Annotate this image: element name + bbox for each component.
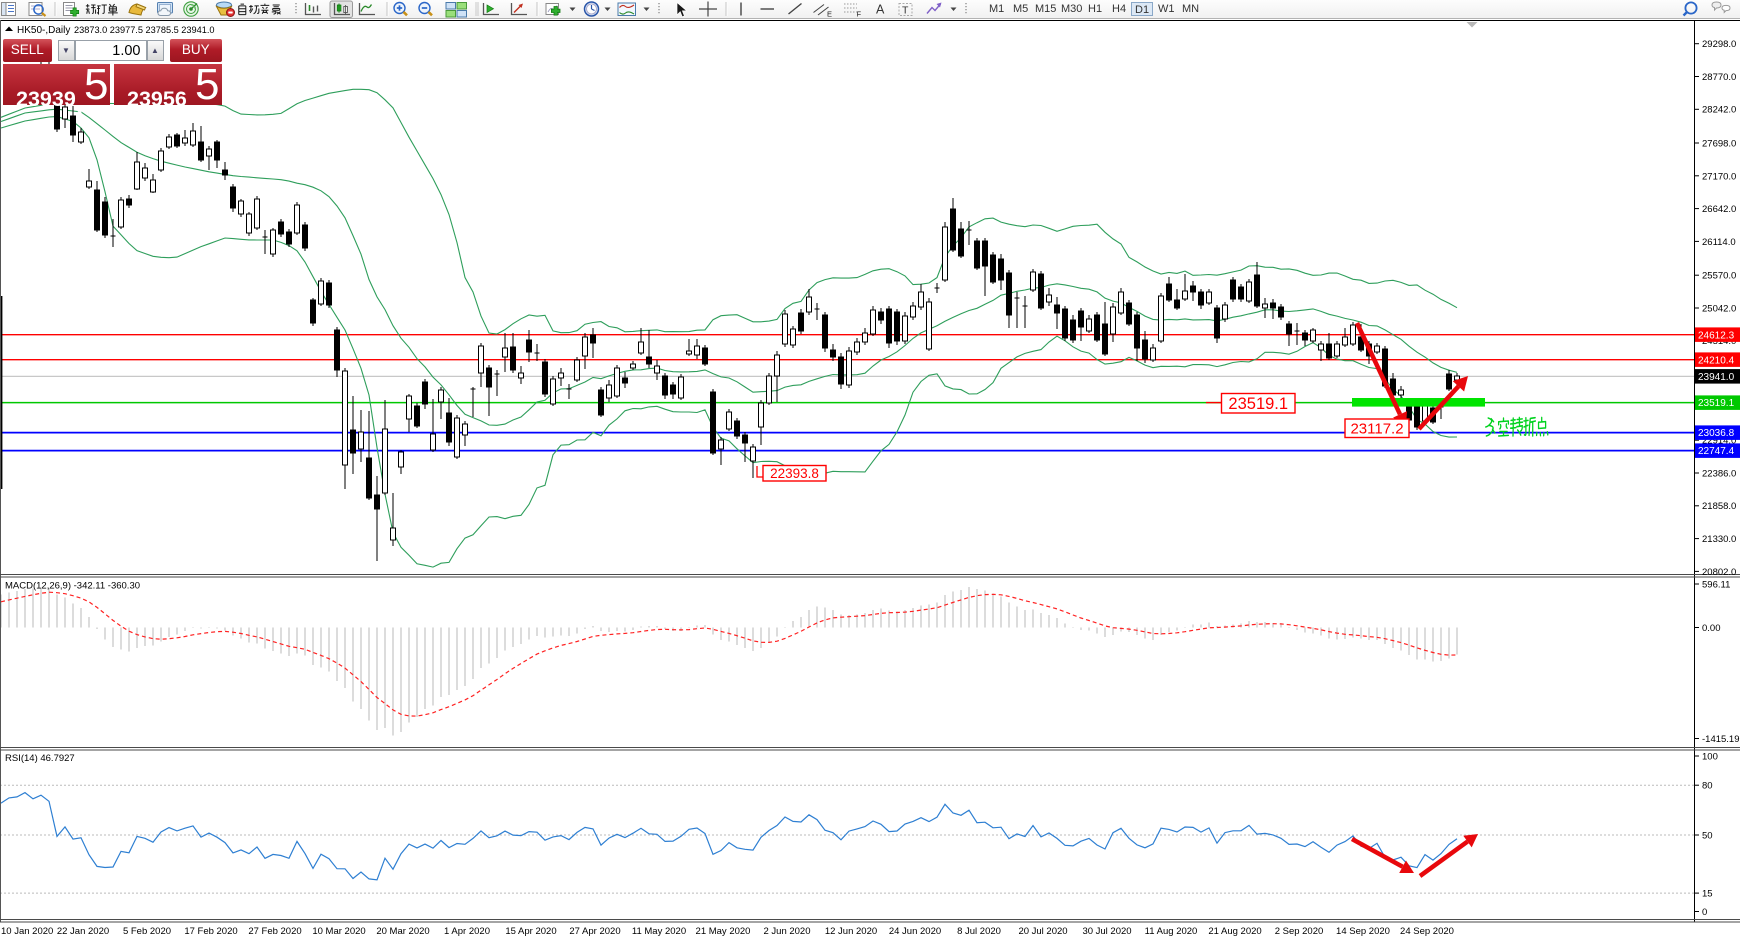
svg-text:24612.3: 24612.3 [1698,330,1735,341]
svg-text:10 Jan 2020: 10 Jan 2020 [1,926,53,937]
svg-text:T: T [902,5,909,17]
svg-text:21 Aug 2020: 21 Aug 2020 [1208,926,1261,937]
svg-text:RSI(14) 46.7927: RSI(14) 46.7927 [5,753,75,764]
svg-text:29298.0: 29298.0 [1702,39,1736,50]
svg-text:20 Jul 2020: 20 Jul 2020 [1018,926,1067,937]
svg-text:22 Jan 2020: 22 Jan 2020 [57,926,109,937]
svg-text:5 Feb 2020: 5 Feb 2020 [123,926,171,937]
svg-text:11 Aug 2020: 11 Aug 2020 [1145,926,1198,937]
svg-text:-1415.19: -1415.19 [1702,734,1740,745]
svg-text:23117.2: 23117.2 [1350,421,1403,438]
svg-text:21330.0: 21330.0 [1702,534,1736,545]
svg-text:24 Sep 2020: 24 Sep 2020 [1400,926,1454,937]
svg-text:50: 50 [1702,830,1713,841]
svg-text:0.00: 0.00 [1702,623,1721,634]
svg-text:22386.0: 22386.0 [1702,468,1736,479]
svg-text:100: 100 [1702,751,1718,762]
svg-text:23519.1: 23519.1 [1228,395,1288,413]
svg-text:23519.1: 23519.1 [1698,398,1735,409]
svg-text:2 Jun 2020: 2 Jun 2020 [763,926,810,937]
svg-text:28770.0: 28770.0 [1702,72,1736,83]
svg-text:27698.0: 27698.0 [1702,139,1736,150]
svg-text:30 Jul 2020: 30 Jul 2020 [1082,926,1131,937]
svg-text:22914.0: 22914.0 [1702,436,1736,447]
svg-text:HK50-,Daily: HK50-,Daily [17,25,70,36]
svg-text:A: A [876,3,885,17]
svg-text:15: 15 [1702,889,1713,900]
svg-text:27 Feb 2020: 27 Feb 2020 [248,926,301,937]
svg-text:27 Apr 2020: 27 Apr 2020 [569,926,620,937]
svg-text:25042.0: 25042.0 [1702,303,1736,314]
svg-text:1 Apr 2020: 1 Apr 2020 [444,926,490,937]
svg-text:14 Sep 2020: 14 Sep 2020 [1336,926,1390,937]
svg-text:22747.4: 22747.4 [1698,446,1735,457]
svg-text:10 Mar 2020: 10 Mar 2020 [312,926,365,937]
svg-text:F: F [857,10,862,19]
svg-text:11 May 2020: 11 May 2020 [632,926,686,937]
svg-text:27170.0: 27170.0 [1702,171,1736,182]
svg-text:26114.0: 26114.0 [1702,237,1736,248]
svg-text:596.11: 596.11 [1702,579,1730,590]
svg-text:28242.0: 28242.0 [1702,105,1736,116]
svg-text:80: 80 [1702,781,1713,792]
svg-text:24210.4: 24210.4 [1698,355,1735,366]
svg-text:E: E [827,10,832,19]
svg-text:26642.0: 26642.0 [1702,204,1736,215]
svg-text:17 Feb 2020: 17 Feb 2020 [184,926,237,937]
svg-text:8 Jul 2020: 8 Jul 2020 [957,926,1001,937]
svg-text:MACD(12,26,9) -342.11 -360.30: MACD(12,26,9) -342.11 -360.30 [5,581,140,592]
svg-text:20802.0: 20802.0 [1702,567,1736,578]
svg-text:12 Jun 2020: 12 Jun 2020 [825,926,877,937]
svg-text:20 Mar 2020: 20 Mar 2020 [376,926,429,937]
svg-text:23941.0: 23941.0 [1698,372,1735,383]
svg-text:15 Apr 2020: 15 Apr 2020 [505,926,556,937]
svg-text:21858.0: 21858.0 [1702,501,1736,512]
svg-text:0: 0 [1702,907,1707,918]
svg-text:2 Sep 2020: 2 Sep 2020 [1275,926,1324,937]
svg-text:25570.0: 25570.0 [1702,271,1736,282]
svg-text:22393.8: 22393.8 [770,466,819,481]
svg-text:24 Jun 2020: 24 Jun 2020 [889,926,941,937]
svg-text:21 May 2020: 21 May 2020 [696,926,751,937]
svg-text:23036.8: 23036.8 [1698,428,1735,439]
svg-text:23873.0 23977.5 23785.5 23941.: 23873.0 23977.5 23785.5 23941.0 [74,25,215,35]
